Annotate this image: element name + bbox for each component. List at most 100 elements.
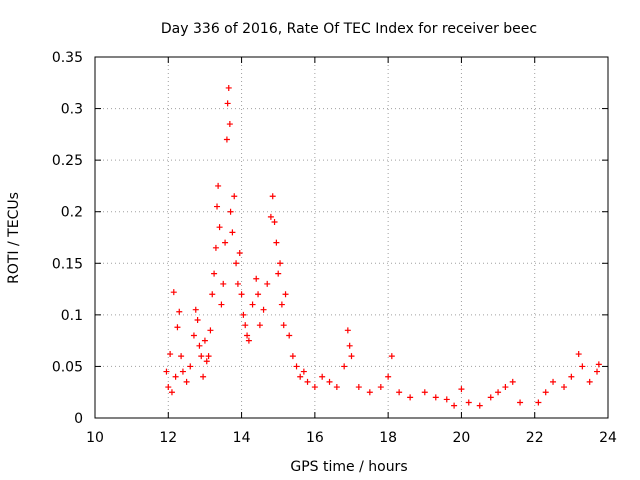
data-point (319, 373, 326, 380)
data-point (170, 289, 177, 296)
y-tick-label: 0.2 (61, 205, 83, 221)
data-point (502, 384, 509, 391)
data-point (432, 394, 439, 401)
x-tick-label: 18 (379, 430, 397, 446)
data-point (465, 399, 472, 406)
data-point (568, 373, 575, 380)
data-point (260, 306, 267, 313)
data-point (396, 389, 403, 396)
data-point (535, 399, 542, 406)
data-point (187, 363, 194, 370)
data-point (267, 213, 274, 220)
data-point (244, 332, 251, 339)
data-point (194, 317, 201, 324)
data-point (326, 378, 333, 385)
data-points (163, 84, 602, 409)
data-point (168, 389, 175, 396)
data-point (282, 291, 289, 298)
data-point (286, 332, 293, 339)
data-point (203, 358, 210, 365)
data-point (509, 378, 516, 385)
data-point (198, 353, 205, 360)
x-tick-label: 14 (233, 430, 251, 446)
data-point (236, 249, 243, 256)
data-point (385, 373, 392, 380)
data-point (245, 337, 252, 344)
data-point (233, 260, 240, 267)
data-point (178, 353, 185, 360)
data-point (377, 384, 384, 391)
data-point (242, 322, 249, 329)
y-tick-label: 0 (74, 411, 83, 427)
data-point (220, 280, 227, 287)
data-point (278, 301, 285, 308)
data-point (231, 193, 238, 200)
chart-title: Day 336 of 2016, Rate Of TEC Index for r… (161, 21, 537, 37)
x-tick-label: 22 (526, 430, 544, 446)
data-point (205, 353, 212, 360)
y-tick-label: 0.15 (52, 256, 83, 272)
data-point (214, 203, 221, 210)
axis-ticks: 10 12 14 16 18 20 22 24 0 0.05 0.1 0.15 0.2 0.25 0.3 0.… (52, 50, 617, 446)
data-point (226, 121, 233, 128)
x-tick-label: 20 (453, 430, 471, 446)
data-point (172, 373, 179, 380)
x-axis-label: GPS time / hours (290, 459, 407, 475)
data-point (192, 306, 199, 313)
y-tick-label: 0.35 (52, 50, 83, 66)
data-point (200, 373, 207, 380)
data-point (225, 84, 232, 91)
y-tick-label: 0.1 (61, 308, 83, 324)
data-point (167, 351, 174, 358)
data-point (255, 291, 262, 298)
data-point (344, 327, 351, 334)
data-point (165, 384, 172, 391)
x-tick-label: 16 (306, 430, 324, 446)
data-point (215, 182, 222, 189)
data-point (234, 280, 241, 287)
data-point (594, 368, 601, 375)
data-point (201, 337, 208, 344)
data-point (542, 389, 549, 396)
data-point (273, 239, 280, 246)
data-point (222, 239, 229, 246)
data-point (495, 389, 502, 396)
data-point (451, 402, 458, 409)
y-tick-label: 0.25 (52, 153, 83, 169)
data-point (256, 322, 263, 329)
data-point (223, 136, 230, 143)
data-point (212, 244, 219, 251)
data-point (227, 208, 234, 215)
x-tick-label: 10 (86, 430, 104, 446)
data-point (211, 270, 218, 277)
data-point (586, 378, 593, 385)
data-point (240, 311, 247, 318)
data-point (269, 193, 276, 200)
data-point (550, 378, 557, 385)
data-point (289, 353, 296, 360)
data-point (207, 327, 214, 334)
data-point (443, 396, 450, 403)
data-point (174, 324, 181, 331)
data-point (249, 301, 256, 308)
data-point (280, 322, 287, 329)
data-point (264, 280, 271, 287)
data-point (595, 361, 602, 368)
data-point (458, 386, 465, 393)
data-point (561, 384, 568, 391)
gridlines (95, 57, 608, 418)
data-point (333, 384, 340, 391)
data-point (190, 332, 197, 339)
plot-frame (94, 56, 609, 419)
data-point (407, 394, 414, 401)
data-point (476, 402, 483, 409)
data-point (421, 389, 428, 396)
x-tick-label: 24 (599, 430, 617, 446)
data-point (341, 363, 348, 370)
y-tick-label: 0.05 (52, 359, 83, 375)
data-point (579, 363, 586, 370)
data-point (253, 275, 260, 282)
data-point (277, 260, 284, 267)
